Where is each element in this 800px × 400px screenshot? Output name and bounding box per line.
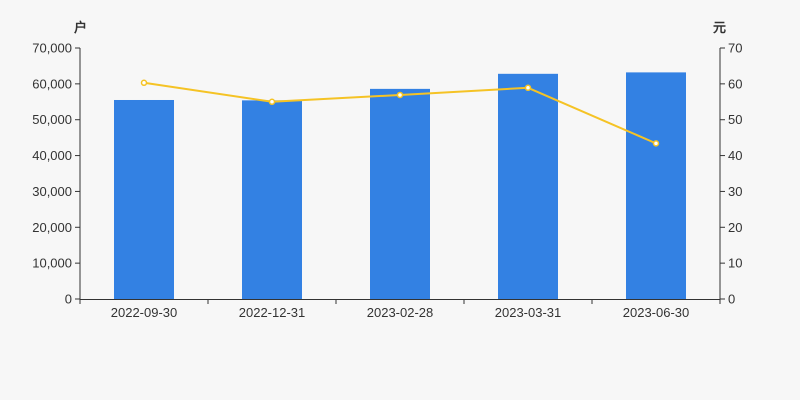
- x-axis-tick-label: 2023-06-30: [623, 305, 690, 320]
- line-series: [140, 79, 660, 147]
- right-axis-tick-label: 10: [728, 256, 742, 271]
- x-axis-tick-label: 2022-12-31: [239, 305, 306, 320]
- bar: [370, 88, 430, 300]
- line-point: [140, 79, 148, 87]
- left-axis-tick-label: 20,000: [32, 220, 72, 235]
- left-axis-tick-label: 40,000: [32, 148, 72, 163]
- line-point: [396, 91, 404, 99]
- line-point: [652, 140, 660, 147]
- right-axis-unit: 元: [713, 20, 726, 35]
- right-axis-tick-label: 40: [728, 148, 742, 163]
- right-axis-tick-label: 50: [728, 112, 742, 127]
- left-axis-tick-label: 70,000: [32, 41, 72, 56]
- bar: [626, 72, 686, 299]
- line-point: [524, 84, 532, 92]
- left-axis-tick-label: 0: [65, 292, 72, 307]
- left-axis-tick-label: 60,000: [32, 76, 72, 91]
- bar: [114, 99, 174, 299]
- right-axis-tick-label: 70: [728, 41, 742, 56]
- left-axis-unit: 户: [74, 20, 87, 35]
- bar: [242, 100, 302, 299]
- x-axis-tick-label: 2023-02-28: [367, 305, 434, 320]
- x-axis-tick-label: 2023-03-31: [495, 305, 562, 320]
- left-axis-tick-label: 50,000: [32, 112, 72, 127]
- right-axis-tick-label: 30: [728, 184, 742, 199]
- right-axis-tick-label: 60: [728, 76, 742, 91]
- bar: [498, 73, 558, 300]
- x-axis: 2022-09-30 2022-12-31 2023-02-28 2023-03-31…: [79, 299, 721, 320]
- right-axis: 0 10 20 30 40 50 60 70: [719, 41, 742, 307]
- line-point: [268, 98, 276, 106]
- bar-series: [114, 72, 686, 300]
- right-axis-tick-label: 0: [728, 292, 735, 307]
- left-axis-tick-label: 10,000: [32, 256, 72, 271]
- right-axis-tick-label: 20: [728, 220, 742, 235]
- left-axis-tick-label: 30,000: [32, 184, 72, 199]
- x-axis-tick-label: 2022-09-30: [111, 305, 178, 320]
- left-axis: 0 10,000 20,000 30,000 40,000 50,000 60,000 70,…: [32, 41, 81, 307]
